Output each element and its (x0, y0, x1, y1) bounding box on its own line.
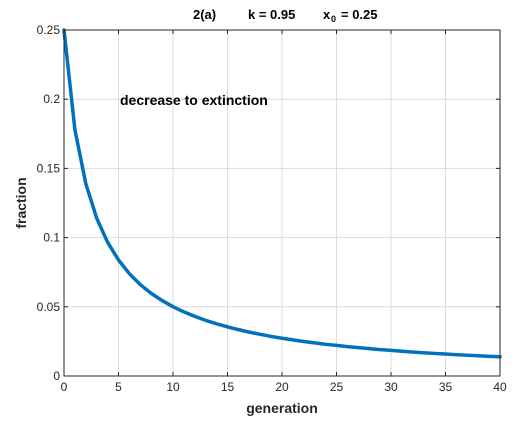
x-tick-label: 40 (493, 380, 507, 394)
annotation: decrease to extinction (120, 92, 268, 108)
x-tick-label: 35 (439, 380, 453, 394)
x-tick-label: 15 (221, 380, 235, 394)
x-tick-label: 5 (115, 380, 122, 394)
x-tick-label: 0 (61, 380, 68, 394)
chart-title-label: 2(a) (193, 7, 216, 22)
series-line (62, 28, 502, 359)
y-ticks: 0 0.05 0.1 0.15 0.2 0.25 (37, 23, 500, 383)
y-tick-label: 0.15 (37, 161, 61, 175)
chart-title-k: k = 0.95 (248, 7, 295, 22)
y-tick-label: 0.25 (37, 23, 61, 37)
x-tick-label: 20 (275, 380, 289, 394)
y-tick-label: 0.2 (43, 92, 60, 106)
x-tick-label: 25 (330, 380, 344, 394)
x-tick-label: 10 (166, 380, 180, 394)
chart-title-x0-value: = 0.25 (341, 7, 378, 22)
x-ticks: 0 5 10 15 20 25 30 35 40 (61, 30, 507, 394)
chart-title-x0-var: x (323, 7, 331, 22)
plot-frame (63, 29, 501, 377)
y-tick-label: 0.1 (43, 231, 60, 245)
series-group (62, 28, 502, 359)
x-tick-label: 30 (384, 380, 398, 394)
chart-title-x0-sub: 0 (331, 14, 336, 24)
x-axis-label: generation (246, 400, 318, 416)
y-tick-label: 0 (53, 369, 60, 383)
y-tick-label: 0.05 (37, 300, 61, 314)
y-axis-label: fraction (13, 177, 29, 228)
